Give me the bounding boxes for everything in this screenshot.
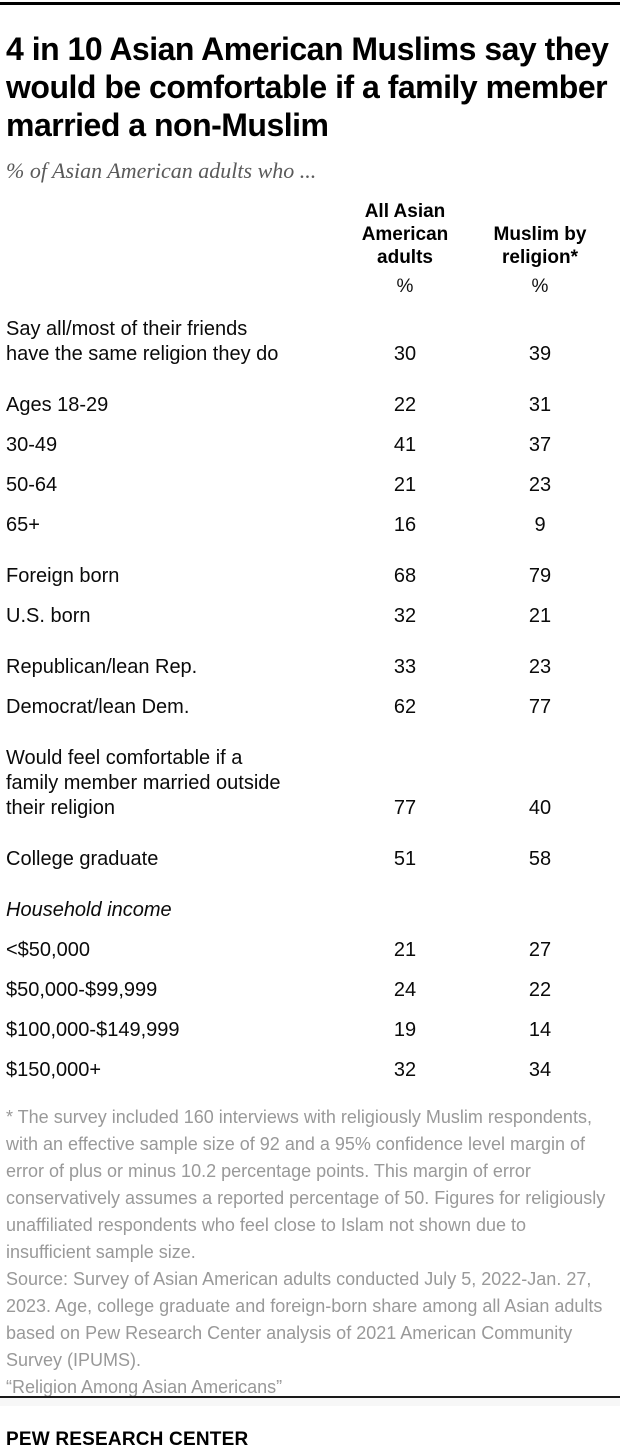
table-row: $150,000+ 32 34 xyxy=(6,1058,610,1083)
row-label: Republican/lean Rep. xyxy=(6,656,198,678)
row-label: Would feel comfortable if a family membe… xyxy=(6,747,281,819)
table-row: Foreign born 68 79 xyxy=(6,564,610,589)
row-value-all-asian-american-adults: 32 xyxy=(393,605,417,627)
row-value-muslim-by-religion: 9 xyxy=(534,514,546,536)
row-value-muslim-by-religion: 14 xyxy=(528,1019,552,1041)
row-label: $100,000-$149,999 xyxy=(6,1019,180,1041)
row-label: Democrat/lean Dem. xyxy=(6,696,190,718)
table-header-row: All Asian American adults Muslim by reli… xyxy=(6,200,610,269)
row-label: $150,000+ xyxy=(6,1059,102,1081)
column-header-muslim-by-religion: Muslim by religion* xyxy=(493,224,587,268)
row-value-all-asian-american-adults: 21 xyxy=(393,939,417,961)
row-value-muslim-by-religion: 21 xyxy=(528,605,552,627)
row-value-all-asian-american-adults: 68 xyxy=(393,565,417,587)
unit-percent-col1: % xyxy=(396,276,414,297)
unit-spacer xyxy=(6,276,340,298)
footnote-citation: “Religion Among Asian Americans” xyxy=(6,1377,283,1397)
footnotes: * The survey included 160 interviews wit… xyxy=(6,1104,610,1401)
row-label: 65+ xyxy=(6,514,40,536)
row-label: College graduate xyxy=(6,848,159,870)
table-row: $100,000-$149,999 19 14 xyxy=(6,1018,610,1043)
row-value-muslim-by-religion: 37 xyxy=(528,434,552,456)
row-value-all-asian-american-adults: 62 xyxy=(393,696,417,718)
page-title: 4 in 10 Asian American Muslims say they … xyxy=(6,31,609,143)
row-value-all-asian-american-adults: 22 xyxy=(393,394,417,416)
row-label: Say all/most of their friends have the s… xyxy=(6,318,279,365)
row-value-muslim-by-religion: 27 xyxy=(528,939,552,961)
table-row: Say all/most of their friends have the s… xyxy=(6,317,610,367)
row-label: Foreign born xyxy=(6,565,120,587)
row-value-muslim-by-religion: 31 xyxy=(528,394,552,416)
row-value-muslim-by-religion: 23 xyxy=(528,474,552,496)
unit-row: % % xyxy=(6,276,610,298)
table-row: 65+ 16 9 xyxy=(6,513,610,538)
row-label: Household income xyxy=(6,899,172,921)
row-label: $50,000-$99,999 xyxy=(6,979,158,1001)
row-value-muslim-by-religion: 40 xyxy=(528,797,552,819)
row-value-all-asian-american-adults: 16 xyxy=(393,514,417,536)
bottom-rule xyxy=(0,1396,620,1398)
table-rows: Say all/most of their friends have the s… xyxy=(6,317,610,1083)
row-value-muslim-by-religion: 77 xyxy=(528,696,552,718)
row-value-all-asian-american-adults: 21 xyxy=(393,474,417,496)
pew-research-center-wordmark: PEW RESEARCH CENTER xyxy=(6,1429,249,1450)
figure-subtitle: % of Asian American adults who ... xyxy=(6,158,317,183)
row-value-muslim-by-religion: 23 xyxy=(528,656,552,678)
row-value-all-asian-american-adults: 51 xyxy=(393,848,417,870)
footnote-asterisk: * The survey included 160 interviews wit… xyxy=(6,1107,606,1262)
row-value-all-asian-american-adults: 32 xyxy=(393,1059,417,1081)
row-value-all-asian-american-adults: 41 xyxy=(393,434,417,456)
table-row: Would feel comfortable if a family membe… xyxy=(6,746,610,821)
row-value-muslim-by-religion: 79 xyxy=(528,565,552,587)
row-value-muslim-by-religion: 39 xyxy=(528,343,552,365)
table-row: Republican/lean Rep. 33 23 xyxy=(6,655,610,680)
table-row: Household income xyxy=(6,898,610,923)
row-value-all-asian-american-adults: 24 xyxy=(393,979,417,1001)
row-label: 30-49 xyxy=(6,434,58,456)
table-row: Democrat/lean Dem. 62 77 xyxy=(6,695,610,720)
row-value-muslim-by-religion: 58 xyxy=(528,848,552,870)
table-row: U.S. born 32 21 xyxy=(6,604,610,629)
column-header-all-asian-american-adults: All Asian American adults xyxy=(361,201,449,268)
table-row: Ages 18-29 22 31 xyxy=(6,393,610,418)
header-spacer xyxy=(6,200,340,269)
table-row: <$50,000 21 27 xyxy=(6,938,610,963)
bottom-edge-strip xyxy=(0,1398,620,1406)
top-rule xyxy=(0,2,620,5)
table-row: 50-64 21 23 xyxy=(6,473,610,498)
table-row: 30-49 41 37 xyxy=(6,433,610,458)
table-row: College graduate 51 58 xyxy=(6,847,610,872)
unit-percent-col2: % xyxy=(531,276,549,297)
row-value-all-asian-american-adults: 33 xyxy=(393,656,417,678)
footnote-source: Source: Survey of Asian American adults … xyxy=(6,1269,603,1370)
row-value-all-asian-american-adults: 19 xyxy=(393,1019,417,1041)
row-label: 50-64 xyxy=(6,474,58,496)
row-value-muslim-by-religion: 22 xyxy=(528,979,552,1001)
row-value-all-asian-american-adults: 30 xyxy=(393,343,417,365)
row-label: Ages 18-29 xyxy=(6,394,109,416)
row-label: U.S. born xyxy=(6,605,91,627)
table-row: $50,000-$99,999 24 22 xyxy=(6,978,610,1003)
row-value-all-asian-american-adults: 77 xyxy=(393,797,417,819)
row-value-muslim-by-religion: 34 xyxy=(528,1059,552,1081)
row-label: <$50,000 xyxy=(6,939,90,961)
